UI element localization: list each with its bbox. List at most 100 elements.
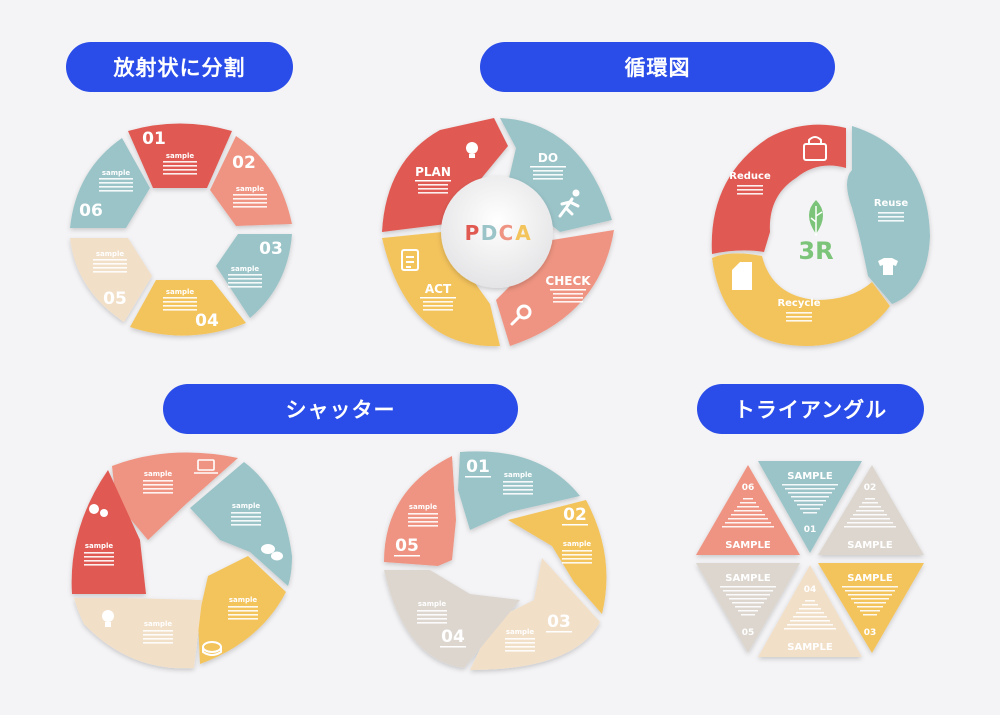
radial-text-lines: [228, 274, 262, 276]
gears-icon: [89, 504, 99, 514]
shutter-b-text-lines: [562, 562, 592, 564]
shutter-a-text-lines: [143, 634, 173, 636]
lightbulb-icon: [466, 142, 478, 158]
coins-icon: [202, 647, 222, 656]
shutter-b-text-lines: [505, 638, 535, 640]
shutter-a-sample-label: sample: [232, 502, 261, 510]
triangle-text-lines: [793, 616, 827, 618]
radial-text-lines: [228, 282, 262, 284]
triangle-text-lines: [860, 610, 880, 612]
triangle-text-lines: [782, 484, 838, 486]
shutter-b-text-lines: [417, 614, 447, 616]
laptop-icon: [197, 459, 215, 471]
triangle-tile-05: [696, 563, 800, 653]
triangle-sample-label: SAMPLE: [847, 540, 893, 551]
radial-text-lines: [233, 194, 267, 196]
triangle-text-lines: [788, 492, 832, 494]
triangle-text-lines: [794, 500, 826, 502]
shutter-b-sample-label: sample: [563, 540, 592, 548]
triangle-text-lines: [784, 628, 836, 630]
shutter-b-text-lines: [505, 650, 535, 652]
shutter-a-text-lines: [143, 480, 173, 482]
pdca-underline: [550, 289, 586, 291]
shutter-b-text-lines: [417, 618, 447, 620]
radial-text-lines: [99, 178, 133, 180]
pdca-label-check: CHECK: [545, 274, 591, 288]
radial-text-lines: [163, 309, 197, 311]
shutter-b-number-01: 01: [466, 457, 490, 477]
pdca-text-lines: [423, 301, 453, 303]
threeR-center-label: 3R: [798, 237, 833, 265]
clipboard-icon: [401, 249, 419, 271]
triangle-text-lines: [743, 498, 753, 500]
pdca-text-lines: [423, 309, 453, 311]
pdca-label-do: DO: [538, 151, 558, 165]
header-triangle: トライアングル: [697, 384, 924, 434]
radial-text-lines: [163, 169, 197, 171]
radial-number-04: 04: [195, 311, 219, 331]
triangle-text-lines: [785, 488, 835, 490]
threeR-text-lines: [786, 312, 812, 314]
pdca-center: [441, 176, 553, 288]
triangle-text-lines: [799, 608, 821, 610]
triangle-text-lines: [728, 518, 768, 520]
shutter-a-text-lines: [143, 642, 173, 644]
pdca-text-lines: [553, 293, 583, 295]
radial-text-lines: [233, 202, 267, 204]
chat-icon: [261, 544, 283, 561]
pdca-underline: [415, 180, 451, 182]
triangle-text-lines: [844, 526, 896, 528]
shutter-b-number-underline: [562, 524, 588, 526]
runner-icon: [558, 197, 580, 218]
shutter-b-blade-05: [384, 456, 456, 566]
shutter-b-diagram: [384, 451, 607, 670]
triangle-text-lines: [865, 498, 875, 500]
triangle-text-lines: [863, 614, 877, 616]
triangle-number-05: 05: [742, 628, 755, 638]
radial-sample-label: sample: [102, 169, 131, 177]
milk-carton-icon: [732, 262, 752, 290]
shutter-b-number-underline: [465, 476, 491, 478]
header-radial: 放射状に分割: [66, 42, 293, 92]
radial-text-lines: [99, 182, 133, 184]
lightbulb-icon: [102, 610, 114, 627]
radial-number-03: 03: [259, 239, 283, 259]
leaf-icon: [810, 206, 823, 236]
lightbulb-icon: [102, 610, 114, 622]
threeR-text-lines: [786, 320, 812, 322]
3r-diagram: [711, 124, 930, 346]
laptop-icon: [194, 459, 218, 474]
shutter-b-blade-01: [458, 451, 580, 530]
radial-text-lines: [233, 206, 267, 208]
pdca-underline: [420, 297, 456, 299]
triangle-text-lines: [859, 506, 881, 508]
shutter-b-text-lines: [503, 485, 533, 487]
radial-number-05: 05: [103, 289, 127, 309]
threeR-text-lines: [878, 220, 904, 222]
triangle-sample-label: SAMPLE: [787, 642, 833, 653]
triangle-text-lines: [800, 508, 820, 510]
pdca-text-lines: [423, 305, 453, 307]
shutter-a-text-lines: [228, 618, 258, 620]
triangle-tile-03: [818, 563, 924, 653]
3r-segment-recycle: [712, 253, 890, 346]
shutter-b-text-lines: [562, 558, 592, 560]
radial-sample-label: sample: [231, 265, 260, 273]
triangle-text-lines: [731, 514, 765, 516]
chat-icon: [261, 544, 275, 554]
pdca-text-lines: [533, 174, 563, 176]
radial-number-02: 02: [232, 153, 256, 173]
3r-segment-reduce: [711, 124, 846, 255]
triangle-sample-label: SAMPLE: [725, 540, 771, 551]
pdca-center-letter-A: A: [515, 221, 531, 245]
pdca-underline: [530, 166, 566, 168]
triangle-text-lines: [797, 504, 823, 506]
triangle-tile-04: [758, 565, 862, 657]
shutter-b-text-lines: [503, 481, 533, 483]
shutter-a-blade-5: [71, 470, 146, 594]
triangle-text-lines: [722, 526, 774, 528]
threeR-label-recycle: Recycle: [777, 298, 820, 309]
radial-text-lines: [233, 198, 267, 200]
pdca-label-act: ACT: [425, 282, 452, 296]
radial-text-lines: [99, 186, 133, 188]
